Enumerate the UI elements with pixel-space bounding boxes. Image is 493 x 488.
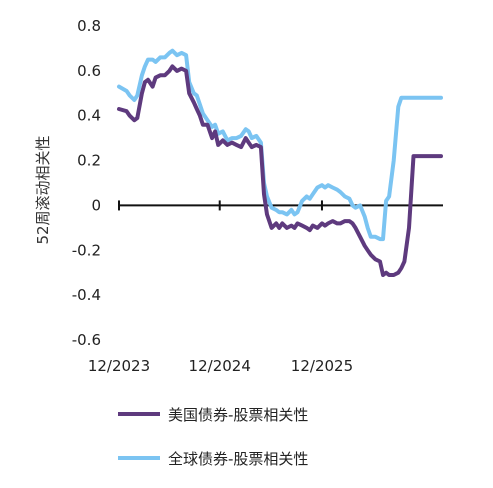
legend-item-us: 美国债券-股票相关性 xyxy=(118,400,308,428)
y-tick-label: 0.8 xyxy=(77,17,101,35)
y-axis-title: 52周滚动相关性 xyxy=(34,135,52,244)
y-tick-label: -0.2 xyxy=(72,241,101,259)
x-tick-label: 12/2024 xyxy=(189,357,251,375)
legend-swatch-global xyxy=(118,456,160,460)
y-tick-label: 0.6 xyxy=(77,62,101,80)
y-tick-label: 0 xyxy=(91,196,101,214)
legend-label-global: 全球债券-股票相关性 xyxy=(168,449,309,468)
series-layer xyxy=(117,48,443,277)
legend-swatch-us xyxy=(118,412,160,416)
legend-label-us: 美国债券-股票相关性 xyxy=(168,405,309,424)
legend: 美国债券-股票相关性 全球债券-股票相关性 xyxy=(118,400,308,488)
series-line-us xyxy=(117,64,443,277)
series-line-global xyxy=(117,48,443,242)
x-tick-label: 12/2023 xyxy=(88,357,150,375)
y-tick-label: 0.2 xyxy=(77,152,101,170)
legend-item-global: 全球债券-股票相关性 xyxy=(118,444,308,472)
y-tick-label: -0.4 xyxy=(72,286,101,304)
y-axis-ticks: 0.8 0.6 0.4 0.2 0 -0.2 -0.4 -0.6 xyxy=(72,17,101,349)
x-axis xyxy=(118,200,443,211)
y-tick-label: 0.4 xyxy=(77,107,101,125)
y-tick-label: -0.6 xyxy=(72,331,101,349)
x-tick-label: 12/2025 xyxy=(291,357,353,375)
x-axis-ticks: 12/2023 12/2024 12/2025 xyxy=(88,357,353,375)
